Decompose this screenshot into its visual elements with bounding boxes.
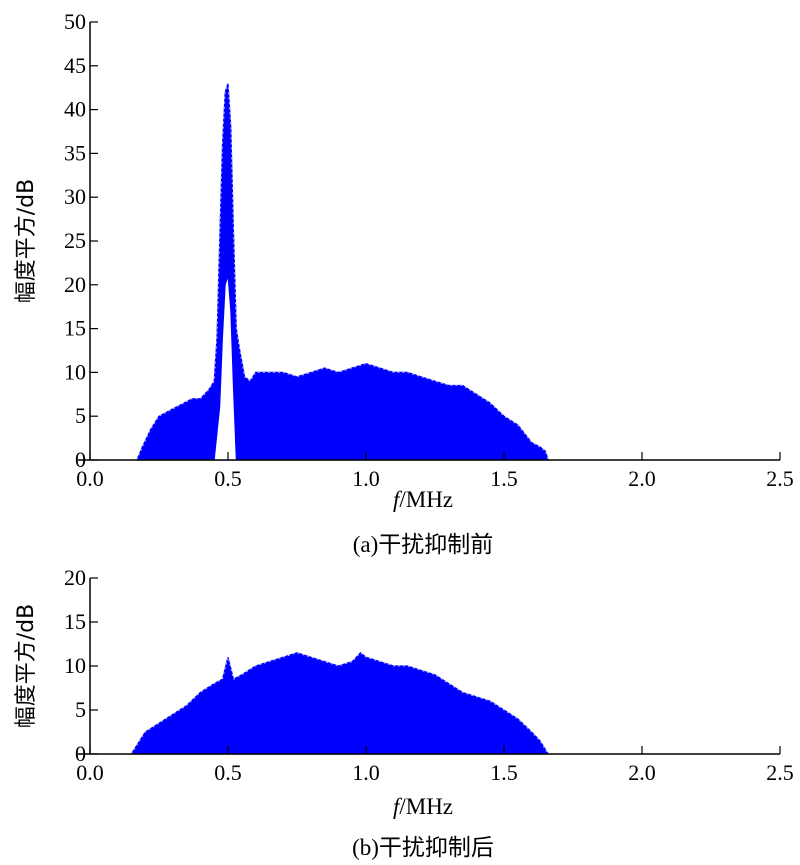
chart-a-caption: (a)干扰抑制前 <box>353 532 494 557</box>
chart-a-xtick-label: 0.0 <box>76 466 104 491</box>
chart-a-ytick-label: 10 <box>64 359 86 384</box>
chart-a-ytick-label: 0 <box>75 447 86 472</box>
chart-a: 0.0 0.5 1.0 1.5 2.0 2.5 0 5 10 15 20 25 30 35 40 45 50 幅… <box>14 9 794 557</box>
chart-b-ticks: 0.0 0.5 1.0 1.5 2.0 2.5 0 5 10 15 20 <box>64 565 794 785</box>
chart-b-ytick-label: 5 <box>75 697 86 722</box>
chart-a-ytick-label: 45 <box>64 53 86 78</box>
chart-a-ytick-label: 15 <box>64 316 86 341</box>
chart-a-xtick-label: 1.0 <box>352 466 380 491</box>
chart-b: 0.0 0.5 1.0 1.5 2.0 2.5 0 5 10 15 20 幅度平方/dB f/MHz… <box>14 565 794 860</box>
chart-b-ytick-label: 10 <box>64 653 86 678</box>
chart-a-series-0-area <box>135 83 550 461</box>
chart-b-ytick-label: 20 <box>64 565 86 590</box>
chart-a-plot-area <box>135 83 550 461</box>
chart-a-ytick-label: 50 <box>64 9 86 34</box>
chart-b-xtick-label: 2.5 <box>766 760 794 785</box>
chart-b-x-label: f/MHz <box>393 794 453 819</box>
chart-a-x-label-unit: /MHz <box>399 487 453 512</box>
chart-a-ytick-label: 35 <box>64 140 86 165</box>
chart-b-plot-area <box>130 651 550 755</box>
chart-b-xtick-label: 0.0 <box>76 760 104 785</box>
chart-a-ytick-label: 40 <box>64 97 86 122</box>
chart-a-ytick-label: 30 <box>64 184 86 209</box>
chart-a-x-label: f/MHz <box>393 487 453 512</box>
chart-a-ytick-label: 25 <box>64 228 86 253</box>
chart-a-xtick-label: 2.5 <box>766 466 794 491</box>
chart-b-ytick-label: 15 <box>64 609 86 634</box>
chart-a-xtick-label: 1.5 <box>490 466 518 491</box>
chart-a-ytick-label: 20 <box>64 272 86 297</box>
chart-b-series-0-outline <box>131 652 549 755</box>
chart-a-y-label: 幅度平方/dB <box>14 179 39 303</box>
chart-a-series-0-outline <box>136 83 549 461</box>
chart-a-xtick-label: 0.5 <box>214 466 242 491</box>
chart-b-xtick-label: 2.0 <box>628 760 656 785</box>
chart-b-xtick-label: 1.0 <box>352 760 380 785</box>
chart-b-ytick-label: 0 <box>75 741 86 766</box>
chart-b-caption: (b)干扰抑制后 <box>352 835 494 860</box>
chart-b-x-label-unit: /MHz <box>399 794 453 819</box>
chart-a-ytick-label: 5 <box>75 403 86 428</box>
chart-b-x-label-var: f <box>393 794 403 819</box>
chart-a-ticks: 0.0 0.5 1.0 1.5 2.0 2.5 0 5 10 15 20 25 30 35 40 45 50 <box>64 9 794 491</box>
chart-b-series-0-area <box>130 651 550 755</box>
chart-b-xtick-label: 0.5 <box>214 760 242 785</box>
chart-b-y-label: 幅度平方/dB <box>14 604 39 728</box>
chart-a-xtick-label: 2.0 <box>628 466 656 491</box>
chart-a-peak-notch <box>213 275 237 461</box>
chart-b-xtick-label: 1.5 <box>490 760 518 785</box>
chart-a-x-label-var: f <box>393 487 403 512</box>
